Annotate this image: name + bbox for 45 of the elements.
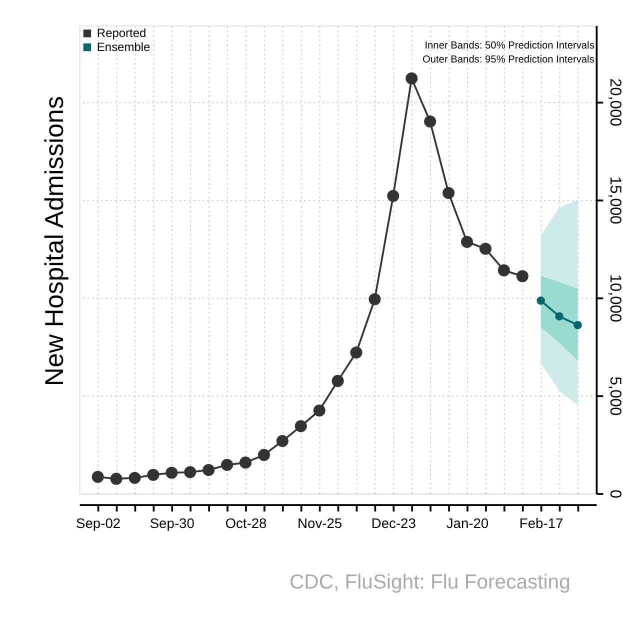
x-tick-label: Jan-20 xyxy=(446,515,489,532)
y-tick-label: 5,000 xyxy=(606,376,623,416)
point xyxy=(202,464,215,476)
point xyxy=(92,470,104,483)
text: CDC, FluSight: Flu Forecasting xyxy=(290,572,570,594)
y-tick-label: 0 xyxy=(606,490,623,499)
x-tick-label: Oct-28 xyxy=(225,515,268,532)
point xyxy=(294,420,307,432)
annotation: Outer Bands: 95% Prediction Intervals xyxy=(422,54,594,66)
point xyxy=(479,242,492,255)
point xyxy=(128,472,141,484)
point xyxy=(424,116,436,128)
point xyxy=(166,466,178,479)
legend-label: Reported xyxy=(96,26,146,40)
point xyxy=(555,312,564,320)
point xyxy=(276,435,288,448)
x-tick-label: Nov-25 xyxy=(298,515,342,532)
x-tick-label: Sep-30 xyxy=(150,515,195,532)
point xyxy=(258,448,270,461)
y-tick-label: 10,000 xyxy=(606,274,623,322)
point xyxy=(110,472,122,485)
point xyxy=(387,190,400,202)
x-tick-label: Sep-02 xyxy=(76,515,121,532)
point xyxy=(184,466,196,478)
point xyxy=(221,458,234,471)
point xyxy=(239,456,252,469)
point xyxy=(313,404,326,417)
x-tick-label: Feb-17 xyxy=(519,515,564,532)
point xyxy=(536,296,545,305)
point xyxy=(574,321,582,330)
legend-label: Ensemble xyxy=(96,40,151,54)
point xyxy=(442,186,455,199)
point xyxy=(350,346,362,359)
point xyxy=(147,468,160,481)
point xyxy=(332,374,344,387)
point xyxy=(498,264,510,276)
y-tick-label: 20,000 xyxy=(606,78,623,127)
point xyxy=(406,72,418,84)
y-axis-title: New Hospital Admissions xyxy=(40,96,69,386)
x-tick-label: Dec-23 xyxy=(371,515,416,532)
annotation: Inner Bands: 50% Prediction Intervals xyxy=(424,40,594,52)
y-tick-label: 15,000 xyxy=(606,176,623,225)
point xyxy=(461,236,474,248)
point xyxy=(516,270,528,282)
point xyxy=(368,293,381,306)
